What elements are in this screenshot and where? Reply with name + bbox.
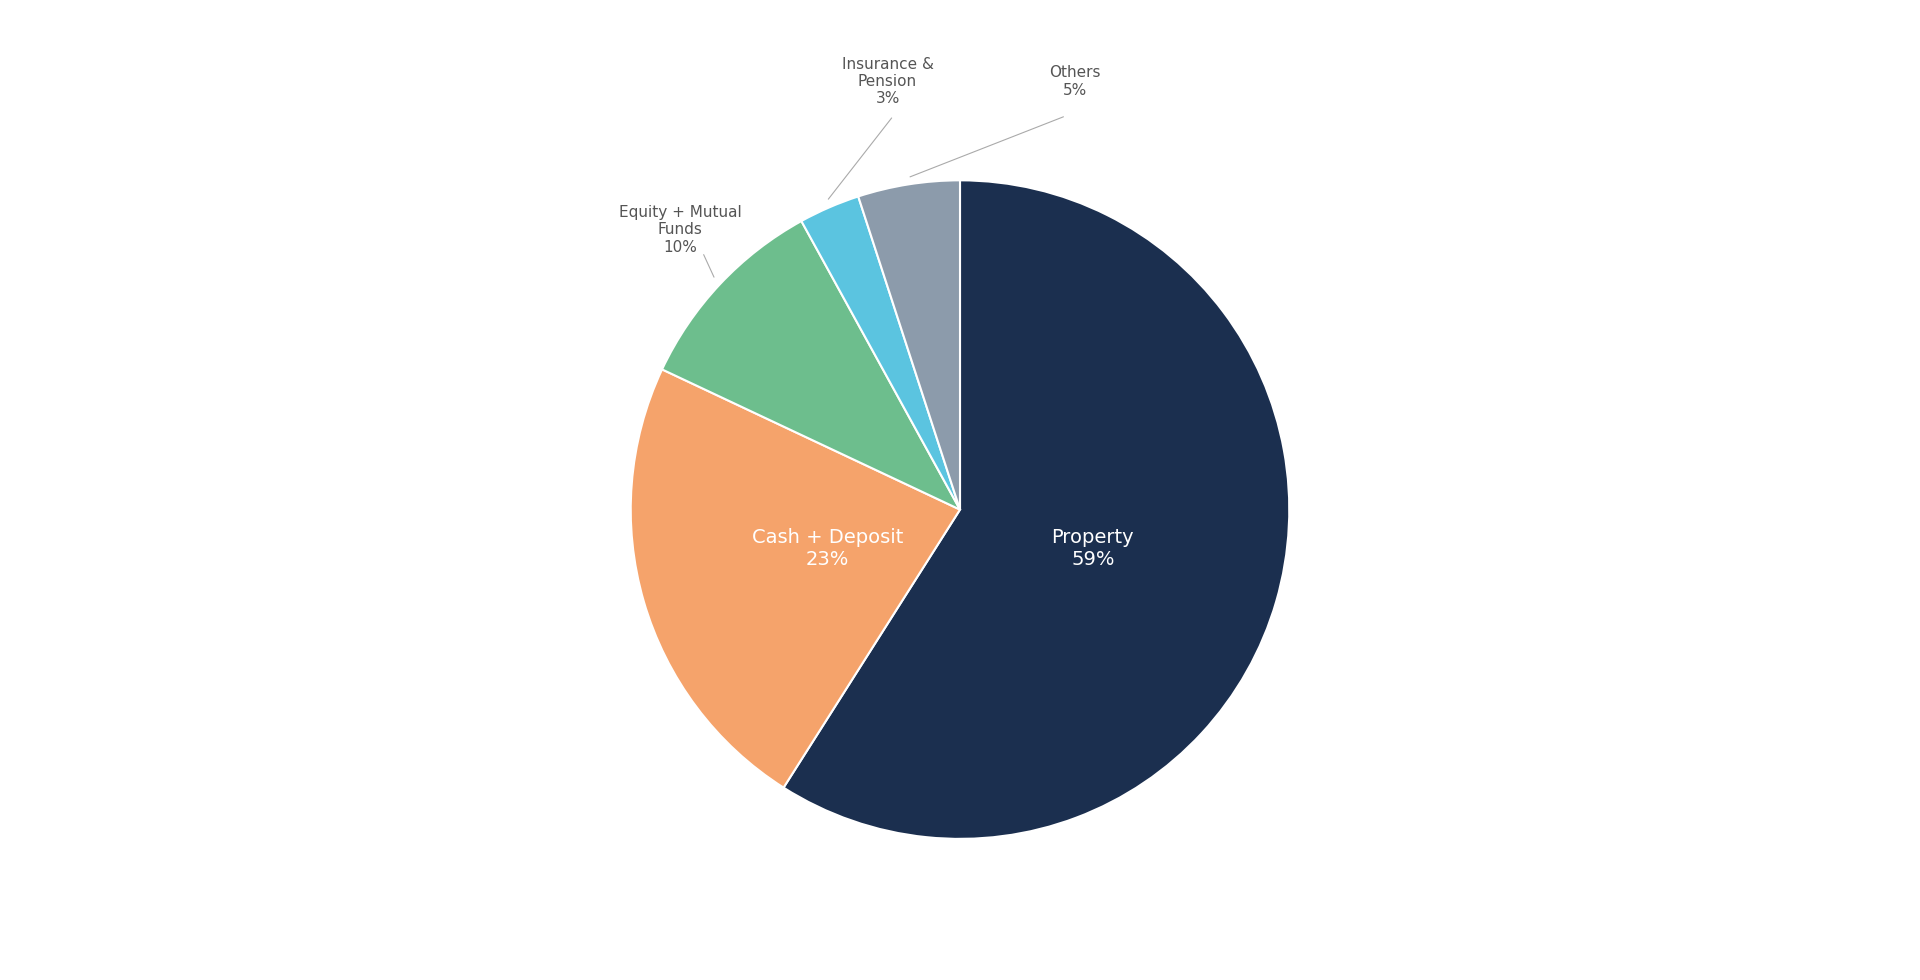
Text: Insurance &
Pension
3%: Insurance & Pension 3% (841, 57, 933, 107)
Wedge shape (858, 180, 960, 510)
Wedge shape (632, 369, 960, 788)
Wedge shape (662, 221, 960, 510)
Text: Others
5%: Others 5% (1050, 66, 1100, 98)
Wedge shape (801, 196, 960, 510)
Wedge shape (783, 180, 1288, 839)
Text: Cash + Deposit
23%: Cash + Deposit 23% (751, 527, 902, 568)
Text: Equity + Mutual
Funds
10%: Equity + Mutual Funds 10% (618, 205, 741, 255)
Text: Property
59%: Property 59% (1052, 527, 1135, 568)
